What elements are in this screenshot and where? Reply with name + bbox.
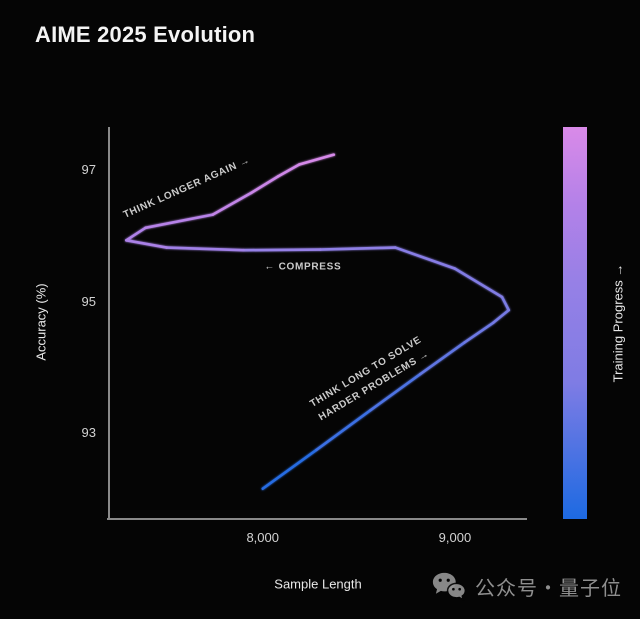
axis-spines [107,127,527,520]
line-segment [297,153,336,166]
line-segment [419,341,466,376]
line-segment [144,213,215,230]
line-segment [492,308,511,324]
line-segment [315,408,372,452]
annotation-compress: ← COMPRESS [264,260,342,272]
y-tick-label: 97 [81,161,96,177]
x-axis-label: Sample Length [274,576,362,592]
accuracy-line [124,153,511,490]
line-segment [276,163,301,178]
line-segment [249,175,280,195]
line-segment [394,246,457,270]
line-segment [453,267,504,299]
y-tick-label: 93 [81,425,96,441]
line-segment [165,246,245,252]
colorbar-gradient [563,127,587,519]
line-segment [261,448,318,490]
line-segment [211,191,253,216]
chart-title: AIME 2025 Evolution [35,22,256,47]
line-segment [242,248,322,252]
line-segment [500,295,511,312]
line-segment [319,246,397,251]
line-segment [369,372,422,412]
line-segment [124,239,168,249]
line-segment [463,321,495,344]
wechat-icon [432,572,466,601]
y-tick-label: 95 [81,293,96,309]
watermark-text: 公众号・量子位 [475,578,622,600]
x-tick-label: 9,000 [438,530,472,545]
colorbar-label: Training Progress → [610,263,626,383]
line-segment [124,226,147,242]
x-tick-label: 8,000 [246,530,279,545]
watermark: 公众号・量子位 [432,572,622,601]
